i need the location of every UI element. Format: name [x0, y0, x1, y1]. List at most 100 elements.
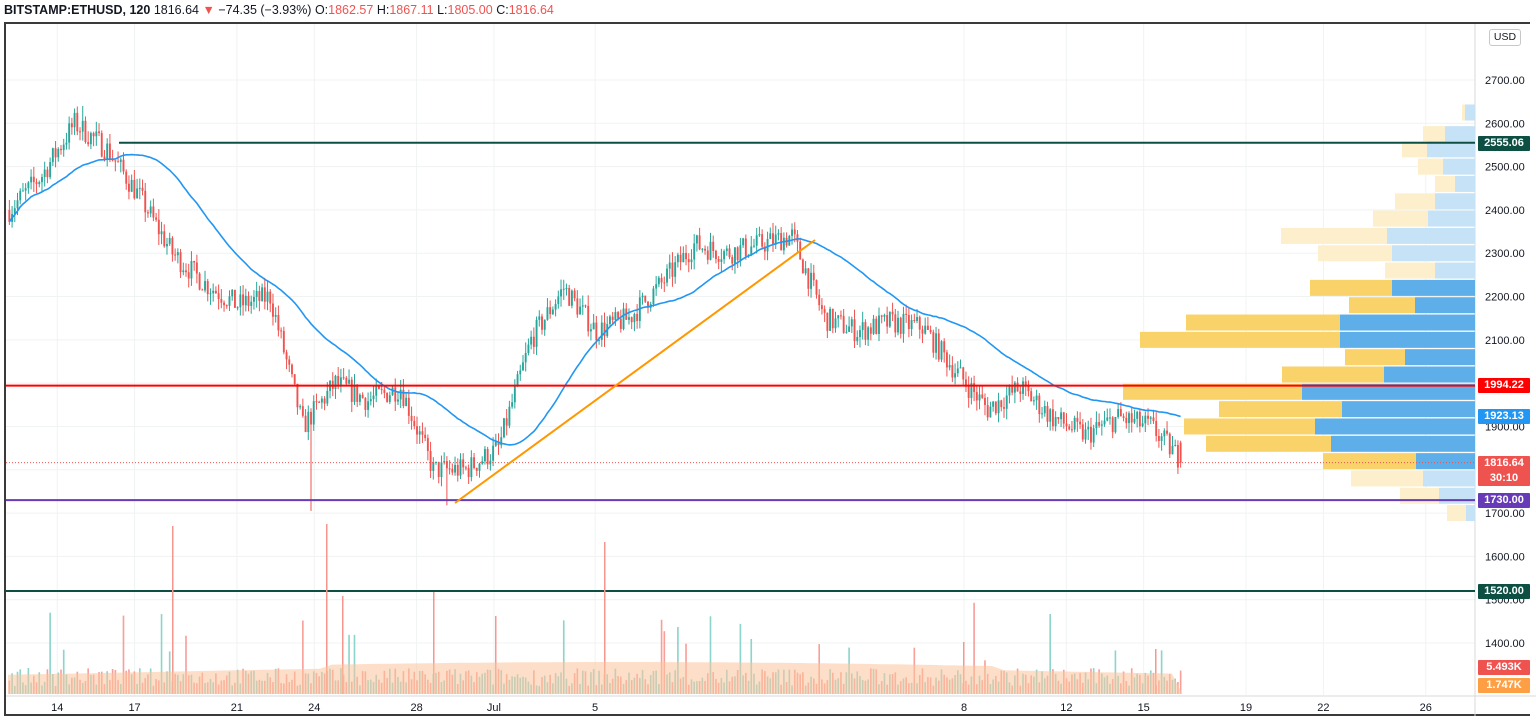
candle-down — [1176, 444, 1179, 468]
candle-down — [636, 313, 639, 321]
price-axis-tick: 2100.00 — [1485, 335, 1525, 347]
candle-down — [584, 305, 587, 307]
candle-up — [160, 231, 163, 235]
candle-down — [818, 294, 821, 306]
candle-up — [883, 315, 886, 317]
candle-up — [62, 144, 65, 151]
candle-up — [1144, 415, 1147, 424]
candle-up — [95, 131, 98, 137]
candle-up — [106, 143, 109, 160]
candle-up — [266, 291, 269, 302]
candle-up — [1084, 429, 1087, 440]
candle-up — [701, 248, 704, 250]
candle-up — [30, 176, 33, 183]
candle-up — [902, 313, 905, 334]
chart-frame — [4, 22, 1530, 716]
candle-up — [182, 270, 185, 273]
candle-up — [358, 394, 361, 402]
volume-profile-up-bar — [1340, 331, 1475, 348]
candle-up — [1087, 426, 1090, 430]
currency-button[interactable]: USD — [1489, 29, 1521, 46]
candle-up — [1136, 411, 1139, 419]
candle-up — [483, 449, 486, 462]
candle-down — [880, 315, 883, 317]
candle-down — [318, 401, 321, 403]
candle-up — [130, 179, 133, 192]
candle-up — [239, 294, 242, 308]
candle-up — [1035, 395, 1038, 401]
volume-profile-down-bar — [1395, 193, 1435, 210]
candle-up — [73, 112, 76, 128]
high-label: H: — [376, 3, 390, 17]
trendline[interactable] — [454, 239, 816, 504]
candle-up — [989, 406, 992, 418]
candle-down — [1098, 422, 1101, 426]
candle-up — [837, 315, 840, 319]
candle-down — [35, 182, 38, 185]
candle-down — [619, 318, 622, 329]
volume-profile-up-bar — [1445, 126, 1475, 143]
candle-up — [326, 390, 329, 404]
candle-down — [905, 313, 908, 315]
candle-up — [1092, 428, 1095, 443]
candle-up — [954, 373, 957, 378]
candle-up — [1174, 444, 1177, 446]
candle-down — [801, 259, 804, 274]
candle-down — [926, 325, 929, 331]
candle-down — [342, 377, 345, 379]
candle-up — [622, 308, 625, 329]
candle-down — [171, 237, 174, 255]
candle-up — [435, 461, 437, 463]
volume-profile-up-bar — [1416, 453, 1475, 470]
symbol-label[interactable]: BITSTAMP:ETHUSD, 120 — [4, 3, 151, 17]
candle-down — [1046, 406, 1049, 422]
candle-down — [46, 169, 49, 178]
volume-profile-up-bar — [1435, 193, 1475, 210]
candle-up — [320, 398, 323, 403]
candle-down — [310, 411, 312, 425]
volume-bar — [660, 619, 663, 694]
price-tag: 1923.13 — [1478, 409, 1530, 424]
candle-up — [443, 461, 446, 463]
candle-up — [49, 162, 52, 178]
candle-up — [598, 339, 601, 341]
candle-down — [532, 336, 535, 347]
candle-up — [657, 277, 660, 285]
candle-down — [394, 387, 397, 402]
candle-up — [1171, 445, 1174, 455]
candle-down — [698, 235, 701, 250]
close-value: 1816.64 — [508, 3, 554, 17]
price-tag: 1994.22 — [1478, 378, 1530, 393]
volume-profile-down-bar — [1318, 245, 1392, 262]
candle-up — [481, 461, 484, 464]
volume-profile-down-bar — [1462, 104, 1465, 121]
price-axis-tick: 2700.00 — [1485, 75, 1525, 87]
candle-down — [32, 176, 35, 183]
candle-up — [24, 188, 27, 191]
candle-up — [212, 290, 215, 294]
candle-down — [144, 190, 147, 213]
candle-down — [1081, 424, 1084, 440]
candle-down — [214, 290, 217, 294]
candle-down — [291, 364, 293, 375]
candle-down — [225, 305, 228, 307]
candle-up — [68, 123, 71, 143]
volume-profile-down-bar — [1345, 349, 1405, 366]
candle-up — [614, 312, 617, 321]
candle-down — [1070, 429, 1073, 431]
candle-down — [549, 307, 552, 315]
last-price: 1816.64 — [153, 3, 199, 17]
candle-down — [1147, 415, 1149, 419]
volume-profile-up-bar — [1466, 505, 1475, 522]
volume-profile-up-bar — [1439, 487, 1475, 504]
volume-profile-down-bar — [1400, 487, 1439, 504]
candle-down — [185, 270, 187, 273]
candle-up — [978, 394, 981, 401]
candle-up — [516, 374, 519, 387]
candle-up — [519, 370, 522, 375]
candle-down — [886, 315, 889, 327]
candle-up — [405, 397, 408, 406]
candle-down — [114, 160, 117, 162]
volume-profile-down-bar — [1423, 126, 1445, 143]
